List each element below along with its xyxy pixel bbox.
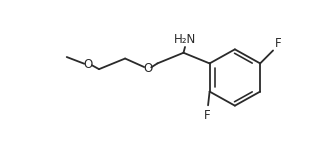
Text: F: F [275,37,281,50]
Text: O: O [144,62,153,75]
Text: F: F [204,109,210,122]
Text: H₂N: H₂N [174,33,196,46]
Text: O: O [84,58,93,71]
